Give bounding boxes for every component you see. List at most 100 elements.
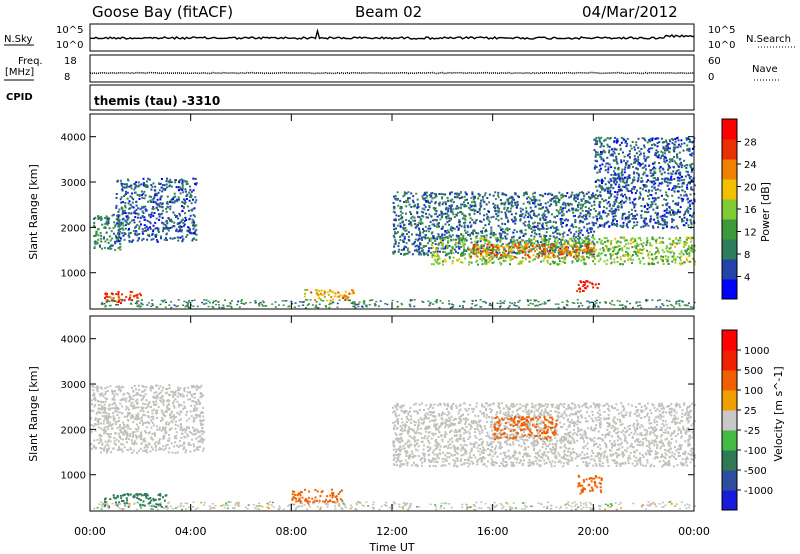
power-cell [354, 303, 357, 305]
power-cell [527, 300, 530, 302]
power-cell [686, 187, 689, 190]
power-cell [610, 194, 612, 197]
power-cell [471, 231, 474, 234]
power-cell [463, 253, 466, 256]
power-cell [201, 301, 204, 304]
power-cell [600, 180, 603, 183]
power-cell [583, 236, 586, 239]
power-cell [549, 237, 552, 240]
power-cell [142, 192, 145, 195]
power-cell [598, 203, 601, 206]
velocity-cell [201, 440, 204, 443]
power-cell [556, 200, 559, 203]
power-cell [408, 219, 410, 222]
power-cell [643, 155, 646, 158]
power-cell [162, 230, 164, 233]
power-cell [693, 249, 696, 252]
power-cell [610, 179, 613, 182]
power-cell [137, 185, 140, 188]
power-cell [524, 229, 527, 232]
power-cell [538, 252, 541, 255]
power-cell [121, 213, 124, 216]
power-cell [501, 243, 504, 246]
power-cell [446, 244, 449, 247]
power-cell [567, 246, 570, 249]
power-cell [538, 235, 541, 238]
power-cell [557, 303, 560, 305]
power-cell [154, 185, 157, 188]
velocity-cell [203, 438, 206, 441]
power-cell [338, 295, 341, 298]
power-cell [601, 151, 604, 154]
power-cell [192, 177, 195, 180]
power-cell [628, 215, 631, 218]
power-cell [501, 222, 504, 225]
velocity-cell [145, 426, 148, 429]
power-cell [593, 203, 596, 206]
power-cell [590, 204, 593, 207]
power-cell [648, 150, 651, 153]
power-cell [676, 255, 679, 258]
power-cell [615, 155, 618, 158]
power-cell [614, 246, 617, 248]
power-cell [371, 299, 374, 301]
power-cell [470, 306, 473, 309]
power-cell [205, 302, 208, 305]
power-cell [664, 161, 667, 164]
power-cell [350, 302, 353, 305]
power-cell [496, 240, 499, 243]
power-cell [345, 295, 348, 298]
power-cell [553, 195, 556, 198]
power-cell [339, 294, 342, 297]
power-cell [145, 209, 147, 212]
power-cell [113, 221, 116, 224]
power-cell [133, 210, 136, 213]
power-cell [581, 255, 584, 258]
noise-panel [89, 23, 695, 52]
power-cell [146, 219, 149, 222]
power-cell [621, 248, 623, 251]
power-cell [616, 196, 619, 199]
power-cell [588, 250, 591, 253]
power-cell [155, 194, 158, 197]
power-cell [603, 260, 606, 263]
power-cell [584, 262, 587, 265]
power-cell [449, 191, 452, 194]
power-cell [645, 241, 648, 244]
power-cell [656, 217, 659, 219]
power-cell [662, 220, 665, 223]
power-cell [461, 241, 464, 244]
power-cell [441, 234, 444, 237]
power-cell [610, 255, 612, 258]
power-cell [240, 299, 243, 301]
velocity-cell [109, 407, 112, 410]
power-colorbar-color-step [722, 139, 737, 160]
power-cell [514, 244, 517, 247]
power-cell [610, 193, 613, 196]
power-cell [184, 201, 187, 204]
power-cell [688, 252, 691, 255]
power-cell [529, 241, 532, 244]
power-cell [513, 304, 516, 306]
power-cell [665, 245, 668, 248]
power-cell [648, 257, 651, 260]
power-cell [118, 300, 121, 303]
power-cell [599, 155, 602, 158]
power-cell [586, 227, 589, 230]
power-cell [315, 304, 318, 307]
power-cell [483, 214, 486, 217]
power-cell [93, 235, 96, 238]
power-cell [434, 195, 437, 198]
power-cell [310, 291, 313, 294]
power-cell [159, 303, 162, 306]
power-cell [633, 217, 636, 220]
power-cell [131, 192, 134, 195]
power-cell [444, 237, 447, 240]
power-cell [663, 198, 666, 201]
power-cell [430, 237, 433, 240]
power-cell [133, 211, 136, 214]
power-cell [619, 144, 622, 147]
power-cell [230, 306, 233, 309]
power-cell [552, 247, 555, 250]
power-cell [407, 201, 410, 204]
